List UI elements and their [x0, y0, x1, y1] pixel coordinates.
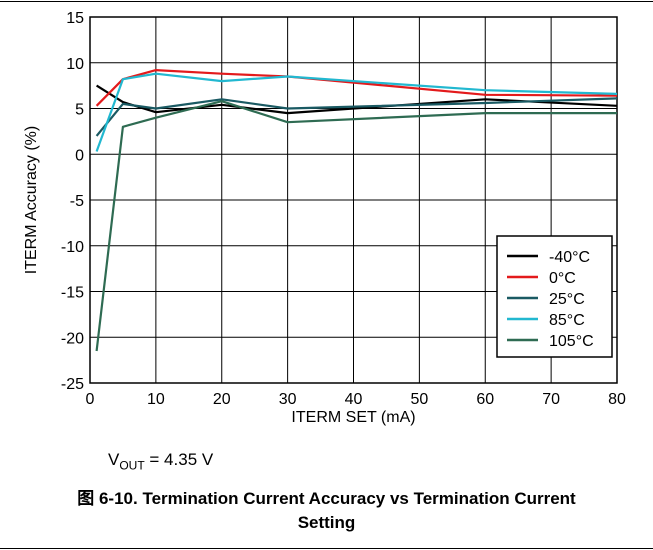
y-tick-labels: 15 10 5 0 -5 -10 -15 -20 -25	[61, 10, 84, 393]
caption-line-1: 图 6-10. Termination Current Accuracy vs …	[77, 489, 576, 508]
series-line	[96, 84, 618, 115]
x-tick-label: 70	[542, 391, 560, 408]
caption-line-2: Setting	[297, 513, 356, 532]
series-line	[95, 100, 617, 352]
vout-value: = 4.35 V	[144, 450, 214, 469]
y-tick-label: -20	[61, 330, 84, 347]
series-line	[95, 72, 618, 152]
y-tick-label: 0	[75, 147, 84, 164]
x-tick-label: 30	[279, 391, 297, 408]
y-tick-label: -15	[61, 285, 84, 302]
plot-frame	[89, 16, 618, 384]
bottom-rule	[0, 548, 653, 549]
x-tick-label: 50	[410, 391, 428, 408]
x-axis-label: ITERM SET (mA)	[291, 409, 415, 426]
legend-label: -40°C	[549, 249, 590, 266]
x-tick-label: 40	[345, 391, 363, 408]
y-tick-label: 15	[66, 10, 84, 27]
legend-label: 25°C	[549, 291, 585, 308]
x-tick-labels: 0 10 20 30 40 50 60 70 80	[86, 391, 626, 408]
y-tick-label: 5	[75, 102, 84, 119]
y-axis-label: ITERM Accuracy (%)	[23, 126, 40, 274]
series-line	[95, 97, 618, 137]
x-tick-label: 80	[608, 391, 626, 408]
vout-subscript: OUT	[119, 458, 145, 473]
vout-prefix: V	[108, 450, 120, 469]
x-tick-label: 0	[86, 391, 95, 408]
y-tick-label: -5	[70, 193, 84, 210]
legend-label: 105°C	[549, 333, 594, 350]
y-tick-label: -10	[61, 239, 84, 256]
figure-caption: 图 6-10. Termination Current Accuracy vs …	[0, 487, 653, 535]
vout-annotation: VOUT = 4.35 V	[108, 450, 213, 472]
y-tick-label: -25	[61, 376, 84, 393]
y-tick-label: 10	[66, 56, 84, 73]
legend-label: 0°C	[549, 270, 576, 287]
series-lines	[95, 68, 618, 352]
legend-label: 85°C	[549, 312, 585, 329]
x-tick-label: 20	[213, 391, 231, 408]
x-tick-label: 60	[476, 391, 494, 408]
x-tick-label: 10	[147, 391, 165, 408]
legend: -40°C 0°C 25°C 85°C 105°C	[496, 235, 613, 358]
top-rule	[0, 1, 653, 2]
